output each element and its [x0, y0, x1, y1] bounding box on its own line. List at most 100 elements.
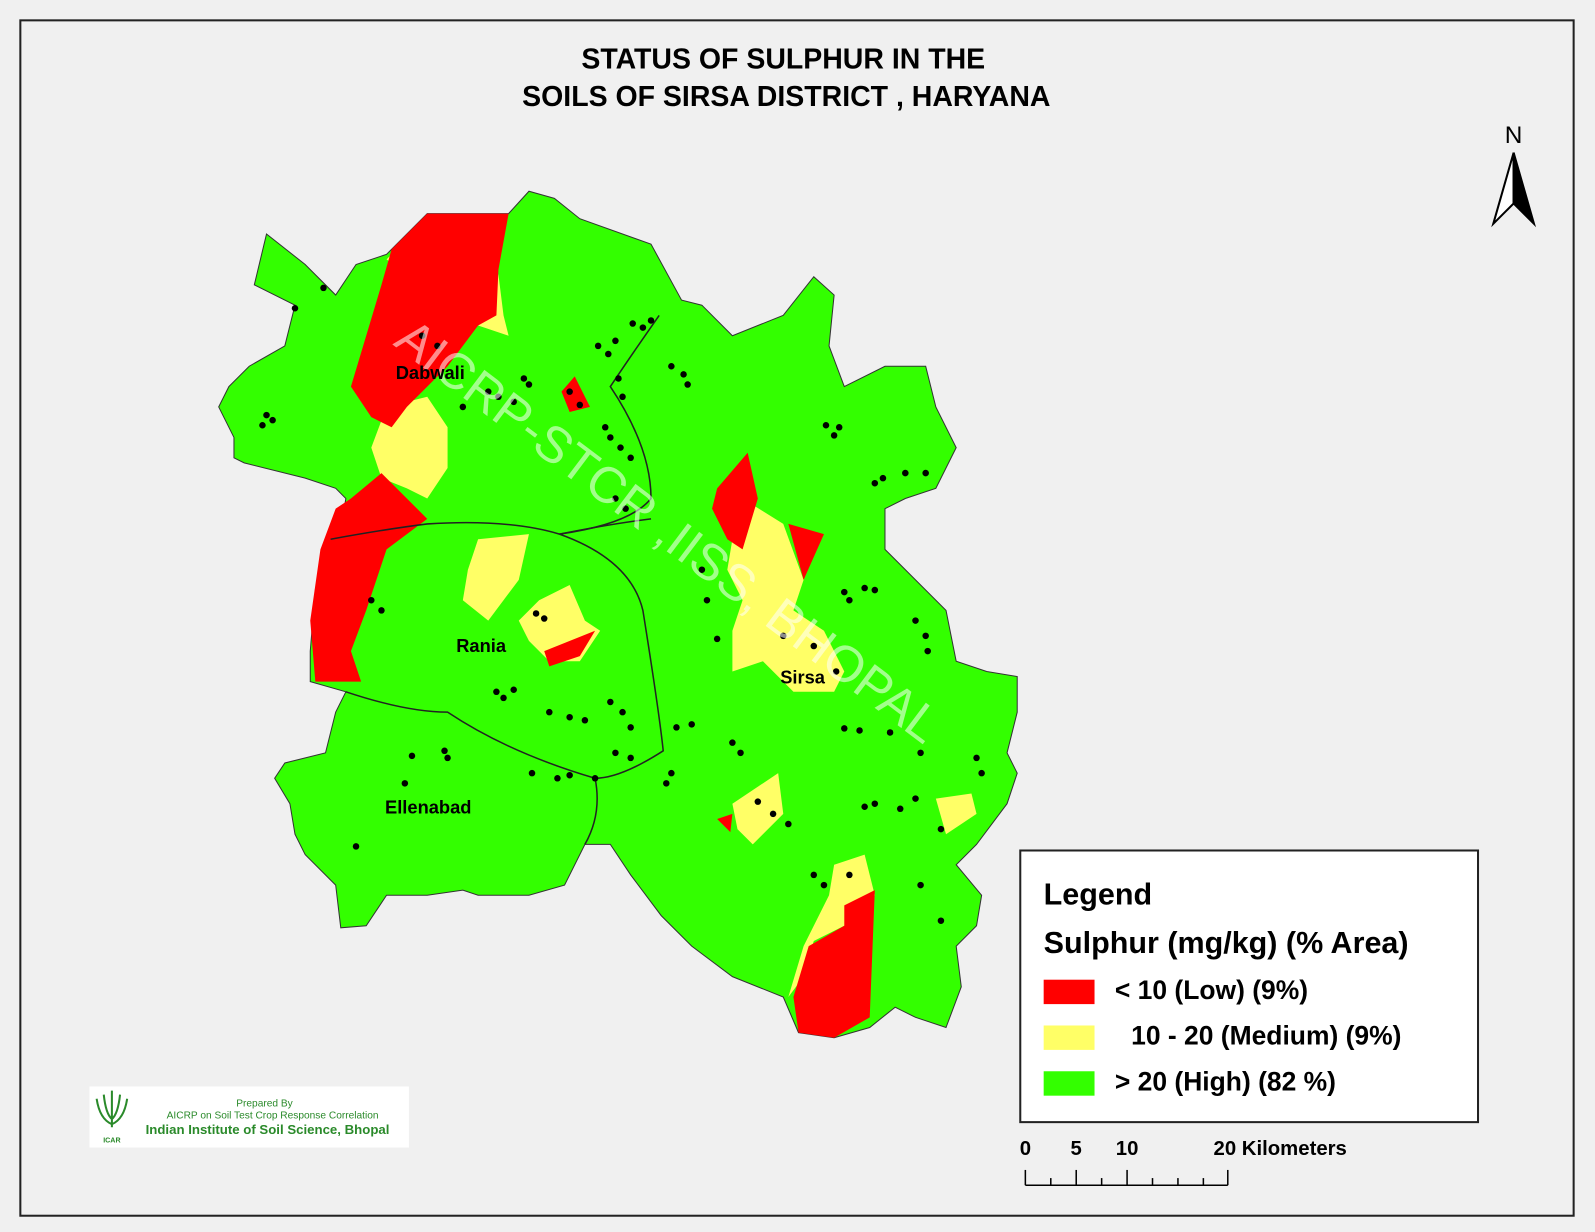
sample-point — [673, 724, 680, 731]
sample-point — [612, 749, 619, 757]
legend-swatch — [1043, 979, 1095, 1005]
sample-point — [713, 635, 721, 643]
sample-point — [973, 754, 980, 762]
sample-point — [459, 403, 467, 411]
sample-point — [737, 749, 744, 757]
sample-point — [617, 444, 624, 451]
sample-point — [263, 411, 270, 419]
boundary — [345, 691, 598, 845]
sample-point — [639, 324, 647, 331]
low-zone — [788, 523, 824, 580]
district-label: Sirsa — [780, 666, 826, 687]
sample-point — [493, 688, 500, 696]
sample-point — [612, 337, 619, 345]
sample-point — [485, 388, 492, 395]
sample-point — [937, 917, 945, 924]
sample-point — [841, 588, 848, 596]
sample-point — [917, 881, 924, 889]
sample-point — [861, 584, 868, 592]
logo-mark — [95, 1090, 129, 1128]
legend-label: < 10 (Low) (9%) — [1115, 975, 1308, 1005]
legend-title: Legend — [1044, 877, 1152, 911]
district-label: Dabwali — [396, 362, 465, 383]
legend-box — [1019, 849, 1480, 1124]
legend-label: 10 - 20 (Medium) (9%) — [1131, 1021, 1401, 1051]
sample-point — [922, 632, 929, 640]
sample-point — [554, 775, 561, 782]
low-zone — [712, 452, 758, 550]
sample-point — [434, 342, 441, 350]
sample-point — [259, 421, 266, 429]
sample-point — [441, 747, 448, 755]
sample-point — [607, 698, 614, 706]
sample-point — [528, 769, 536, 777]
sample-point — [822, 421, 830, 429]
credit-logo-text: ICAR — [103, 1136, 120, 1144]
sample-point — [832, 668, 840, 675]
district-map — [218, 190, 1018, 1039]
sample-point — [581, 717, 589, 724]
sample-point — [922, 469, 929, 477]
sample-point — [291, 304, 299, 312]
sample-point — [896, 805, 904, 813]
sample-point — [861, 803, 868, 811]
sample-point — [566, 388, 573, 395]
sample-points — [259, 284, 985, 924]
sample-point — [668, 362, 675, 370]
credit-box — [89, 1086, 409, 1148]
low-zone — [544, 630, 596, 667]
sample-point — [418, 332, 426, 339]
district-label: Rania — [456, 635, 507, 656]
sample-point — [879, 474, 887, 482]
sample-point — [495, 393, 502, 401]
sample-point — [841, 725, 848, 732]
icar-logo — [95, 1090, 129, 1128]
sample-point — [619, 708, 626, 716]
low-zone — [717, 813, 733, 833]
sample-point — [615, 375, 622, 382]
medium-zone — [732, 773, 784, 845]
sample-point — [368, 596, 375, 604]
low-zone — [793, 890, 875, 1038]
boundary — [330, 518, 652, 540]
sample-point — [663, 780, 670, 787]
sample-point — [627, 754, 634, 762]
sample-point — [269, 416, 276, 424]
sample-point — [627, 454, 634, 462]
sample-point — [520, 375, 528, 382]
sample-point — [912, 617, 919, 624]
sample-point — [601, 424, 609, 431]
sample-point — [591, 775, 599, 782]
medium-zone — [788, 854, 875, 997]
sample-point — [401, 780, 409, 787]
north-label: N — [1505, 122, 1523, 149]
sample-point — [378, 607, 385, 614]
sample-point — [785, 820, 792, 828]
sample-point — [917, 749, 924, 757]
sample-point — [769, 810, 777, 818]
sample-point — [703, 596, 711, 604]
boundary — [559, 314, 660, 535]
legend-swatch — [1043, 1071, 1095, 1096]
sample-point — [612, 495, 619, 502]
title: SOILS OF SIRSA DISTRICT , HARYANA — [522, 81, 1050, 113]
sample-point — [510, 686, 517, 694]
sample-point — [810, 871, 818, 879]
sample-point — [320, 284, 327, 292]
sample-point — [680, 371, 687, 378]
medium-zone — [935, 793, 977, 835]
sample-point — [871, 479, 879, 487]
sample-point — [754, 798, 762, 805]
low-zone — [561, 376, 590, 413]
credit-text: AICRP on Soil Test Crop Response Correla… — [167, 1111, 379, 1122]
sample-point — [912, 795, 919, 802]
sample-point — [978, 769, 985, 777]
sample-point — [835, 424, 843, 431]
credit-text: Indian Institute of Soil Science, Bhopal — [146, 1122, 390, 1137]
sample-point — [566, 713, 573, 721]
scale-label: 5 — [1071, 1138, 1082, 1160]
sample-point — [444, 754, 451, 762]
sample-point — [627, 724, 634, 731]
sample-point — [510, 398, 517, 406]
